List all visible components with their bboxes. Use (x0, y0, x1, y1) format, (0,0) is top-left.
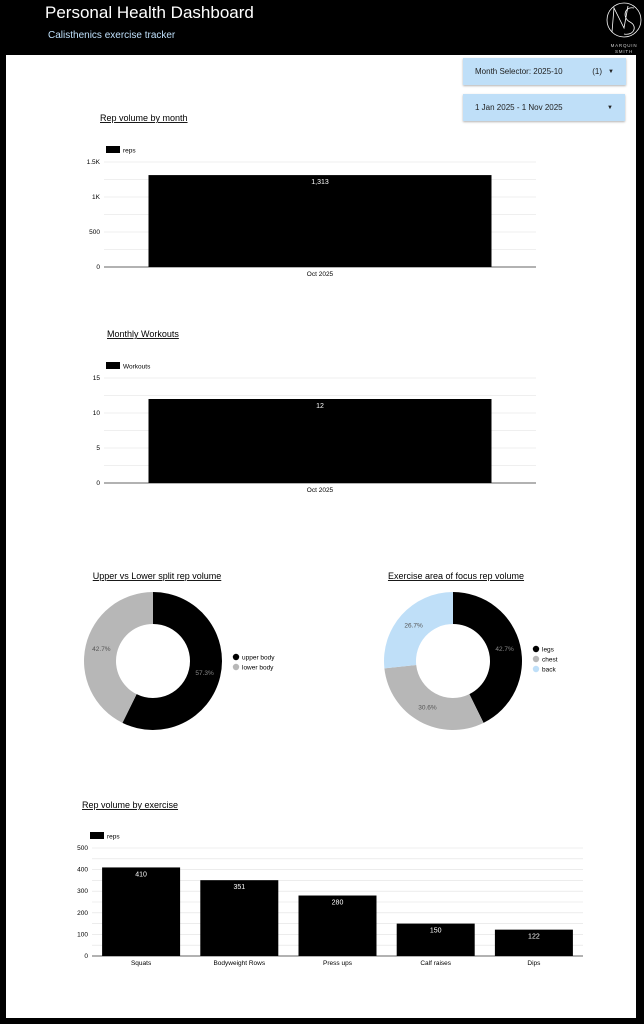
y-tick-label: 5 (96, 445, 100, 452)
legend-swatch (532, 665, 540, 673)
data-label: 280 (332, 900, 344, 907)
y-tick-label: 500 (89, 229, 100, 236)
legend-label: Workouts (123, 364, 151, 371)
legend-swatch (232, 653, 240, 661)
legend-label: back (542, 666, 556, 673)
legend-swatch (532, 645, 540, 653)
x-tick-label: Calf raises (420, 960, 451, 967)
slice-label: 30.6% (418, 704, 437, 711)
donut-slice-legs (453, 592, 523, 723)
chart-title: Upper vs Lower split rep volume (93, 571, 222, 581)
logo: MARQUIN SMITH (606, 2, 642, 54)
data-label: 122 (528, 934, 540, 941)
y-tick-label: 1.5K (87, 159, 101, 166)
bar (148, 399, 492, 483)
data-label: 351 (233, 884, 245, 891)
donut-slice-back (384, 592, 453, 669)
y-tick-label: 1K (92, 194, 101, 201)
data-label: 1,313 (311, 179, 329, 186)
legend-label: legs (542, 646, 555, 653)
date-range-value: 1 Jan 2025 - 1 Nov 2025 (475, 103, 563, 112)
bar-chart-1: Monthly Workouts Workouts 0 5 10 15 12 Oct 2025 (93, 329, 536, 494)
bar (102, 867, 181, 956)
y-tick-label: 10 (93, 410, 101, 417)
legend-label: chest (542, 656, 558, 663)
donut-slice-lower-body (83, 591, 153, 723)
y-tick-label: 100 (77, 931, 88, 938)
chart-title: Exercise area of focus rep volume (388, 571, 524, 581)
y-tick-label: 15 (93, 375, 101, 382)
svg-text:MARQUIN: MARQUIN (611, 43, 638, 48)
legend-swatch (232, 663, 240, 671)
separator: : (528, 67, 534, 76)
page-title: Personal Health Dashboard (45, 3, 254, 22)
data-label: 150 (430, 928, 442, 935)
legend-label: lower body (242, 664, 274, 671)
bar (494, 929, 573, 956)
caret-down-icon: ▼ (608, 68, 614, 75)
bar (148, 175, 492, 267)
donut-chart-2: Upper vs Lower split rep volume 57.3% uppe… (83, 571, 275, 730)
bar-chart-0: Rep volume by month reps 0 500 1K 1.5K 1,313 Oc… (87, 113, 536, 278)
x-tick-label: Squats (131, 960, 152, 967)
slice-label: 26.7% (404, 623, 423, 630)
donut-slice-upper-body (122, 592, 222, 730)
data-label: 12 (316, 403, 324, 410)
date-range-picker[interactable]: 1 Jan 2025 - 1 Nov 2025 ▼ (463, 94, 625, 121)
bar-chart-4: Rep volume by exercise reps 0 100 200 300 400 5… (77, 800, 583, 967)
bar (396, 923, 475, 956)
x-tick-label: Oct 2025 (307, 271, 334, 278)
x-tick-label: Bodyweight Rows (213, 960, 265, 967)
y-tick-label: 0 (96, 480, 100, 487)
month-selector-label: Month Selector (475, 67, 529, 76)
legend-label: upper body (242, 654, 275, 661)
y-tick-label: 0 (84, 953, 88, 960)
x-tick-label: Press ups (323, 960, 353, 967)
legend-label: reps (107, 834, 120, 841)
slice-label: 42.7% (495, 646, 514, 653)
caret-down-icon: ▼ (607, 104, 613, 111)
page-subtitle: Calisthenics exercise tracker (48, 30, 176, 41)
month-selector-dropdown[interactable]: Month Selector: 2025-10 (1) ▼ (463, 58, 626, 85)
y-tick-label: 0 (96, 264, 100, 271)
bar (200, 880, 279, 956)
chart-title: Rep volume by month (100, 113, 188, 123)
legend-label: reps (123, 148, 136, 155)
legend-swatch (90, 832, 104, 839)
legend-swatch (106, 146, 120, 153)
slice-label: 57.3% (195, 670, 214, 677)
x-tick-label: Oct 2025 (307, 487, 334, 494)
bar (298, 895, 377, 956)
x-tick-label: Dips (527, 960, 541, 967)
y-tick-label: 300 (77, 888, 88, 895)
y-tick-label: 400 (77, 867, 88, 874)
slice-label: 42.7% (92, 646, 111, 653)
data-label: 410 (135, 871, 147, 878)
donut-slice-chest (384, 664, 484, 730)
month-selector-value: 2025-10 (533, 67, 563, 76)
chart-title: Monthly Workouts (107, 329, 179, 339)
chart-title: Rep volume by exercise (82, 800, 178, 810)
month-selector-count: (1) (592, 67, 603, 76)
svg-text:SMITH: SMITH (615, 49, 633, 54)
legend-swatch (532, 655, 540, 663)
y-tick-label: 200 (77, 910, 88, 917)
legend-swatch (106, 362, 120, 369)
y-tick-label: 500 (77, 845, 88, 852)
donut-chart-3: Exercise area of focus rep volume 42.7% le… (384, 571, 558, 730)
